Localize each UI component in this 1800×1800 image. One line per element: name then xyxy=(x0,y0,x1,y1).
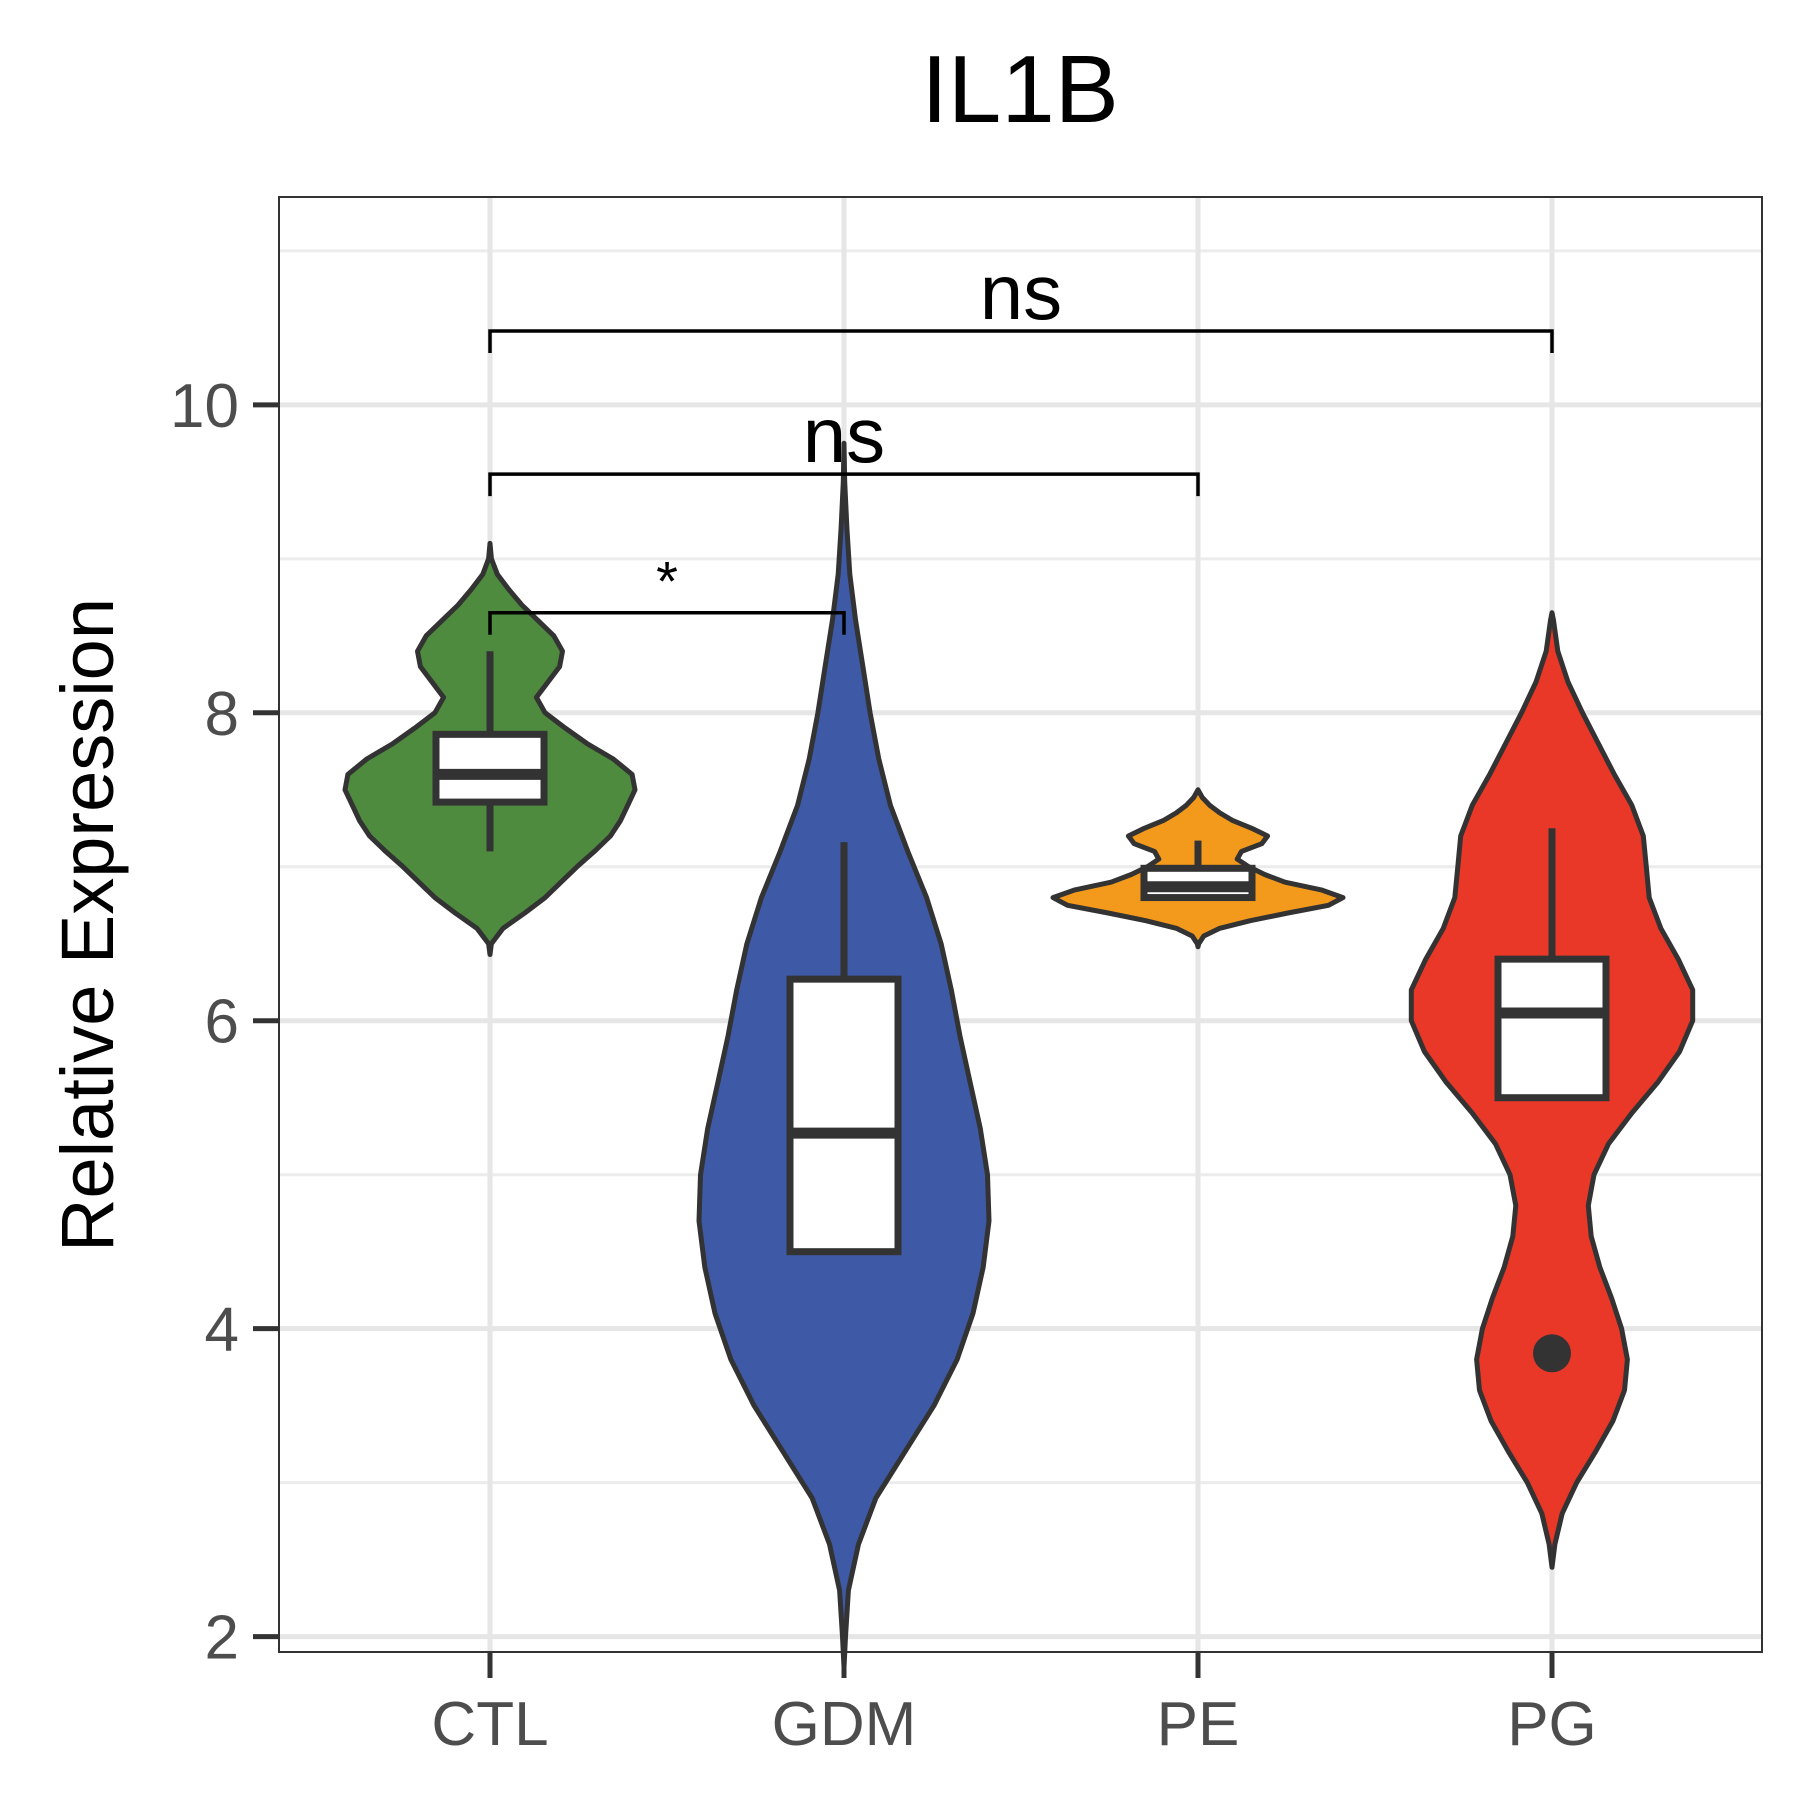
plot-panel-border xyxy=(278,196,1763,1653)
box-ctl xyxy=(432,730,548,806)
bracket-ctl-pg xyxy=(488,329,1554,353)
significance-label-ctl-pg: ns xyxy=(980,248,1062,336)
y-tick-label: 10 xyxy=(170,372,239,441)
box-pg xyxy=(1494,955,1610,1102)
significance-brackets: * ns ns xyxy=(488,248,1554,635)
boxplots xyxy=(432,651,1610,1373)
y-tick-label: 4 xyxy=(205,1296,239,1365)
x-tick-label-pg: PG xyxy=(1507,1690,1597,1759)
y-tick-label: 2 xyxy=(205,1604,239,1673)
axes: 2 4 6 8 10 CTL GDM PE PG xyxy=(170,372,1597,1759)
x-tick-label-gdm: GDM xyxy=(772,1690,917,1759)
y-tick-label: 6 xyxy=(205,988,239,1057)
bracket-ctl-pe xyxy=(488,472,1200,497)
significance-label-ctl-pe: ns xyxy=(803,391,885,479)
chart-title: IL1B xyxy=(921,36,1118,143)
significance-label-ctl-gdm: * xyxy=(656,550,678,613)
box-gdm xyxy=(786,975,902,1256)
y-tick-label: 8 xyxy=(205,680,239,749)
x-tick-label-pe: PE xyxy=(1157,1690,1240,1759)
x-tick-label-ctl: CTL xyxy=(431,1690,548,1759)
outlier-point-pg xyxy=(1533,1334,1571,1373)
y-axis-label: Relative Expression xyxy=(46,598,129,1252)
bracket-ctl-gdm xyxy=(488,610,846,635)
